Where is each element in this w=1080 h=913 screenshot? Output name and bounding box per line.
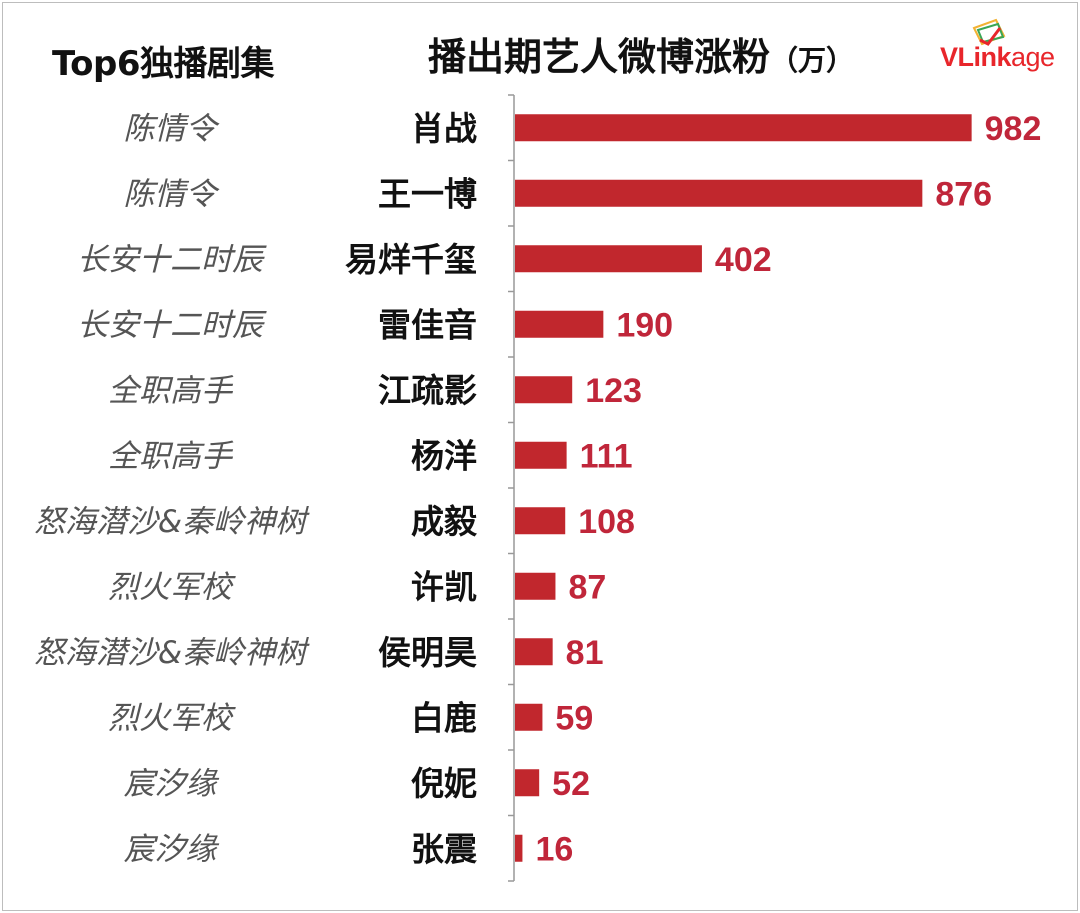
category-label: 杨洋 <box>411 436 477 475</box>
left-title: Top6独播剧集 <box>52 44 275 84</box>
show-label: 宸汐缘 <box>124 831 220 867</box>
show-label: 陈情令 <box>124 176 221 212</box>
data-label: 123 <box>585 372 642 410</box>
show-label: 烈火军校 <box>108 569 236 605</box>
category-label: 许凯 <box>411 567 477 606</box>
bar <box>515 638 553 666</box>
bar <box>515 572 556 600</box>
show-label: 怒海潜沙&秦岭神树 <box>34 635 310 671</box>
data-label: 876 <box>935 175 992 213</box>
show-label: 长安十二时辰 <box>77 307 267 343</box>
logo-text: VLinkage <box>940 42 1055 73</box>
data-label: 402 <box>715 241 772 279</box>
data-label: 59 <box>555 699 593 737</box>
category-label: 肖战 <box>411 109 477 148</box>
category-label: 张震 <box>411 829 478 868</box>
category-label: 江疏影 <box>378 371 477 410</box>
show-label: 怒海潜沙&秦岭神树 <box>34 504 310 540</box>
show-label: 全职高手 <box>108 438 234 474</box>
data-label: 190 <box>616 306 673 344</box>
show-label: 陈情令 <box>124 111 221 147</box>
data-label: 982 <box>985 110 1042 148</box>
show-label: 宸汐缘 <box>124 766 220 802</box>
chart-title-text: 播出期艺人微博涨粉 <box>428 35 771 79</box>
bar <box>515 769 540 797</box>
show-label: 烈火军校 <box>108 700 236 736</box>
bar <box>515 834 523 862</box>
bar <box>515 703 543 731</box>
show-label: 长安十二时辰 <box>77 242 267 278</box>
data-label: 87 <box>568 568 606 606</box>
bar <box>515 245 702 273</box>
data-label: 111 <box>580 437 633 475</box>
category-label: 侯明昊 <box>378 633 477 672</box>
category-label: 倪妮 <box>411 764 477 803</box>
bar <box>515 507 566 535</box>
category-label: 成毅 <box>411 502 478 541</box>
data-label: 16 <box>535 830 573 868</box>
bar <box>515 441 567 469</box>
logo-text-suffix: age <box>1011 42 1055 72</box>
data-label: 108 <box>578 503 635 541</box>
category-label: 易烊千玺 <box>345 240 477 279</box>
logo-text-prefix: VLink <box>940 42 1012 72</box>
bar <box>515 114 972 142</box>
category-label: 王一博 <box>378 174 477 213</box>
bar <box>515 179 923 207</box>
logo-mark-icon <box>972 18 1006 46</box>
data-label: 52 <box>552 765 590 803</box>
unit-label: （万） <box>770 44 855 77</box>
bar <box>515 310 604 338</box>
category-label: 白鹿 <box>411 698 477 737</box>
category-label: 雷佳音 <box>378 305 477 344</box>
vlinkage-logo: VLinkage <box>940 18 1075 78</box>
bar <box>515 376 573 404</box>
chart-title: 播出期艺人微博涨粉（万） <box>428 26 854 81</box>
data-label: 81 <box>566 634 604 672</box>
show-label: 全职高手 <box>108 373 234 409</box>
